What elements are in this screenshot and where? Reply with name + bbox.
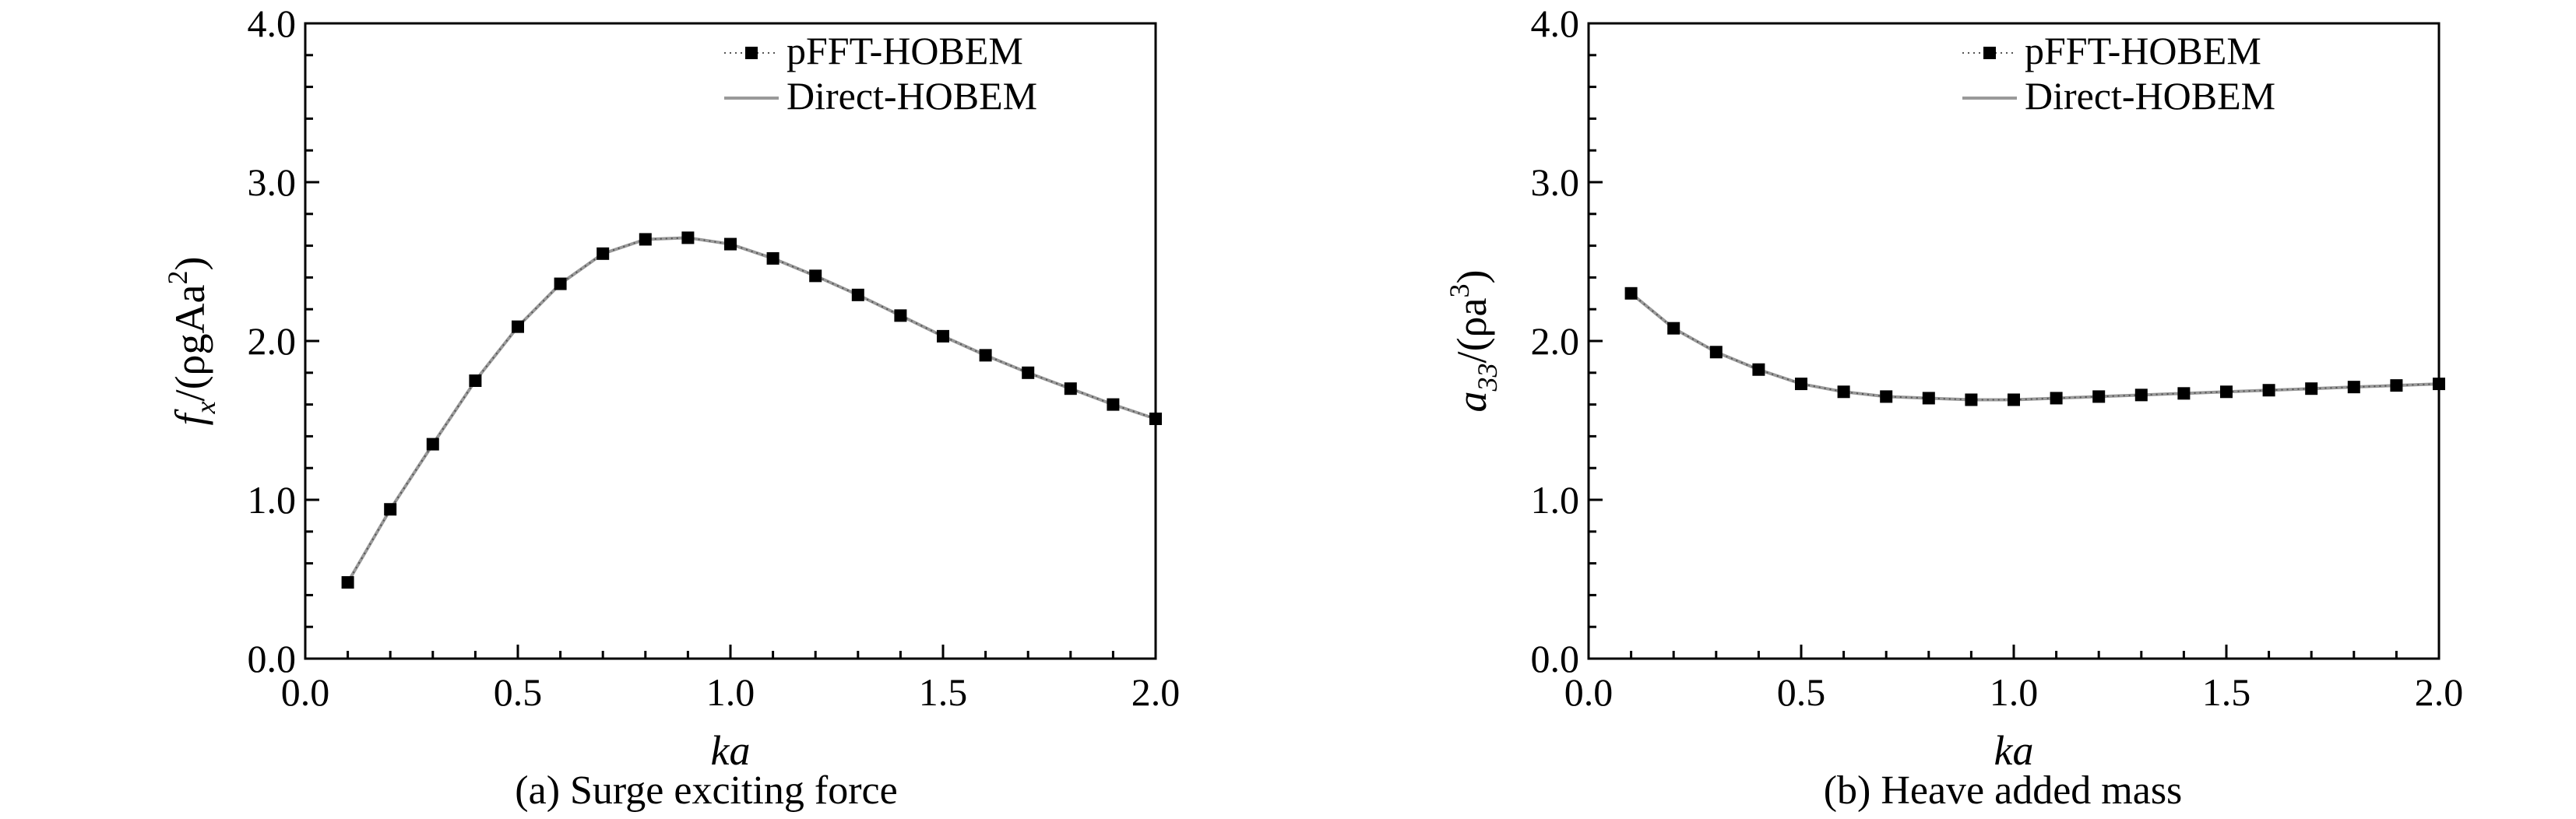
y-tick-label: 1.0: [248, 478, 297, 522]
data-point-pfft-hobem: [681, 231, 695, 244]
data-point-pfft-hobem: [1880, 390, 1893, 403]
panel-b: 0.0 0.5 1.0 1.5 2.0 0.0 1.0 2.0 3.0 4.0 pFFT-HOBE…: [1444, 2, 2463, 813]
tick-labels-b: 0.0 0.5 1.0 1.5 2.0 0.0 1.0 2.0 3.0 4.0: [1531, 2, 2464, 714]
data-point-pfft-hobem: [1922, 392, 1935, 405]
data-point-pfft-hobem: [937, 329, 949, 343]
x-axis-label-b: ka: [1994, 727, 2034, 774]
x-tick-label: 1.0: [1990, 670, 2039, 714]
x-tick-label: 2.0: [2415, 670, 2464, 714]
data-point-pfft-hobem: [1022, 366, 1035, 379]
x-tick-label: 1.5: [2202, 670, 2251, 714]
y-tick-label: 0.0: [248, 637, 297, 680]
ticks-b: [1587, 22, 2441, 660]
data-point-pfft-hobem: [512, 320, 524, 333]
legend-swatch-marker-pfft-hobem: [745, 47, 758, 59]
data-point-pfft-hobem: [2262, 384, 2275, 397]
data-point-pfft-hobem: [1149, 412, 1162, 425]
data-point-pfft-hobem: [2177, 387, 2191, 400]
panel-a: 0.0 0.5 1.0 1.5 2.0 0.0 1.0 2.0 3.0 4.0 pFFT-HOBE…: [162, 2, 1180, 813]
series-layer-a: [341, 231, 1162, 589]
tick-labels-a: 0.0 0.5 1.0 1.5 2.0 0.0 1.0 2.0 3.0 4.0: [248, 2, 1181, 714]
data-point-pfft-hobem: [2134, 388, 2148, 402]
data-point-pfft-hobem: [2433, 378, 2445, 391]
x-tick-label: 0.5: [494, 670, 543, 714]
y-tick-label: 2.0: [248, 319, 297, 363]
series-line-pfft-hobem: [347, 237, 1156, 583]
x-axis-label-a: ka: [711, 727, 751, 774]
x-tick-label: 1.0: [706, 670, 755, 714]
y-tick-label: 4.0: [1531, 2, 1580, 45]
y-tick-label: 1.0: [1531, 478, 1580, 522]
y-tick-label: 3.0: [248, 160, 297, 204]
plot-frame-b: [1587, 22, 2441, 660]
ticks-a: [304, 22, 1157, 660]
data-point-pfft-hobem: [341, 576, 354, 589]
data-point-pfft-hobem: [1064, 382, 1077, 395]
series-layer-b: [1624, 286, 2445, 406]
data-point-pfft-hobem: [596, 247, 610, 260]
series-line-direct-hobem: [1630, 292, 2440, 402]
data-point-pfft-hobem: [2347, 381, 2360, 394]
data-point-pfft-hobem: [2220, 385, 2233, 399]
y-axis-label-a: fx/(ρgAa2): [162, 257, 221, 426]
data-point-pfft-hobem: [469, 374, 482, 387]
legend-swatch-marker-pfft-hobem: [1983, 47, 1996, 59]
data-point-pfft-hobem: [1752, 363, 1765, 376]
data-point-pfft-hobem: [2008, 393, 2020, 406]
data-point-pfft-hobem: [2390, 379, 2403, 392]
y-tick-label: 4.0: [248, 2, 297, 45]
legend-label: Direct-HOBEM: [787, 74, 1037, 118]
x-tick-label: 0.0: [1564, 670, 1614, 714]
series-line-direct-hobem: [346, 236, 1156, 584]
data-point-pfft-hobem: [894, 309, 907, 322]
x-tick-label: 0.0: [281, 670, 330, 714]
data-point-pfft-hobem: [724, 237, 737, 251]
y-axis-label-b: a33/(ρa3): [1444, 270, 1503, 413]
caption-b: (b) Heave added mass: [1824, 768, 2183, 813]
legend-label: pFFT-HOBEM: [2025, 29, 2261, 72]
data-point-pfft-hobem: [1667, 322, 1680, 335]
x-tick-label: 1.5: [919, 670, 968, 714]
data-point-pfft-hobem: [1709, 346, 1723, 359]
data-point-pfft-hobem: [1837, 385, 1850, 399]
data-point-pfft-hobem: [1795, 378, 1807, 391]
data-point-pfft-hobem: [639, 233, 652, 246]
y-tick-label: 2.0: [1531, 319, 1580, 363]
x-tick-label: 0.5: [1777, 670, 1826, 714]
data-point-pfft-hobem: [1624, 286, 1638, 300]
y-tick-label: 3.0: [1531, 160, 1580, 204]
data-point-pfft-hobem: [2050, 392, 2063, 405]
data-point-pfft-hobem: [554, 277, 567, 290]
y-tick-label: 0.0: [1531, 637, 1580, 680]
data-point-pfft-hobem: [384, 503, 397, 516]
data-point-pfft-hobem: [1107, 398, 1120, 411]
data-point-pfft-hobem: [766, 251, 779, 265]
data-point-pfft-hobem: [851, 288, 864, 301]
legend-label: Direct-HOBEM: [2025, 74, 2275, 118]
data-point-pfft-hobem: [2092, 390, 2106, 403]
data-point-pfft-hobem: [809, 269, 822, 283]
x-tick-label: 2.0: [1131, 670, 1181, 714]
caption-a: (a) Surge exciting force: [515, 768, 897, 813]
data-point-pfft-hobem: [2305, 382, 2318, 395]
legend-label: pFFT-HOBEM: [787, 29, 1023, 72]
data-point-pfft-hobem: [1965, 393, 1978, 406]
series-line-pfft-hobem: [1630, 293, 2440, 401]
data-point-pfft-hobem: [426, 438, 439, 451]
plot-frame-a: [304, 22, 1157, 660]
data-point-pfft-hobem: [979, 349, 992, 362]
